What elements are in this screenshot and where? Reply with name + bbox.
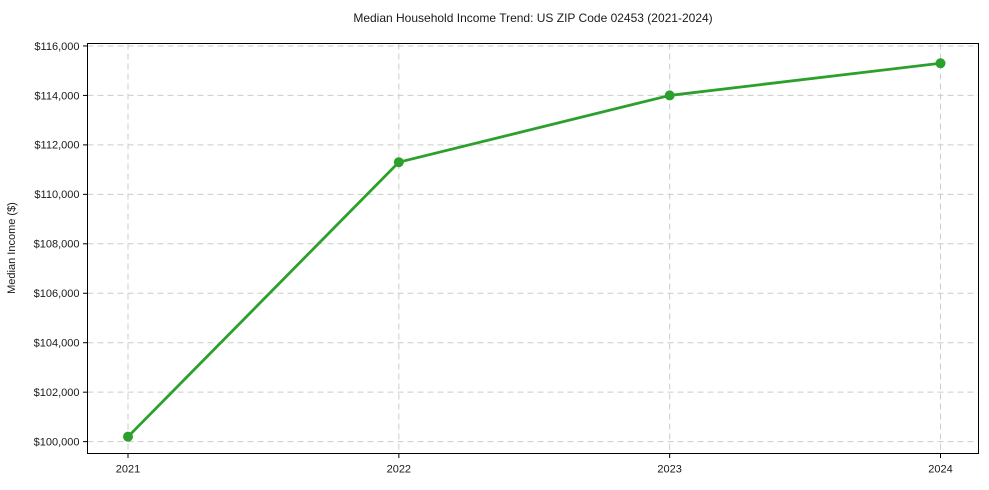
y-tick-label: $100,000 xyxy=(34,436,80,448)
x-tick-label: 2023 xyxy=(657,464,681,476)
data-point-2023 xyxy=(664,90,675,101)
y-axis-label: Median Income ($) xyxy=(6,202,18,294)
chart-title: Median Household Income Trend: US ZIP Co… xyxy=(353,11,712,25)
y-tick-label: $108,000 xyxy=(34,239,80,251)
data-point-2021 xyxy=(123,431,133,442)
y-tick-label: $112,000 xyxy=(34,140,79,152)
y-tick-label: $110,000 xyxy=(34,189,79,201)
plot-border xyxy=(87,43,979,454)
trend-line xyxy=(126,61,942,439)
series-layer xyxy=(123,58,946,442)
x-tick-label: 2024 xyxy=(928,464,952,476)
x-tick-label: 2021 xyxy=(116,464,140,476)
y-tick-label: $102,000 xyxy=(34,387,80,399)
y-tick-label: $104,000 xyxy=(34,338,80,350)
x-tick-label: 2022 xyxy=(387,464,411,476)
axes-layer: $100,000 $102,000 $104,000 $106,000 $108,000… xyxy=(34,41,979,476)
y-tick-label: $114,000 xyxy=(34,90,79,102)
data-point-2022 xyxy=(393,157,404,168)
y-tick-label: $116,000 xyxy=(34,41,79,53)
y-tick-label: $106,000 xyxy=(34,288,80,300)
data-point-2024 xyxy=(935,58,946,69)
grid-layer xyxy=(87,43,979,454)
